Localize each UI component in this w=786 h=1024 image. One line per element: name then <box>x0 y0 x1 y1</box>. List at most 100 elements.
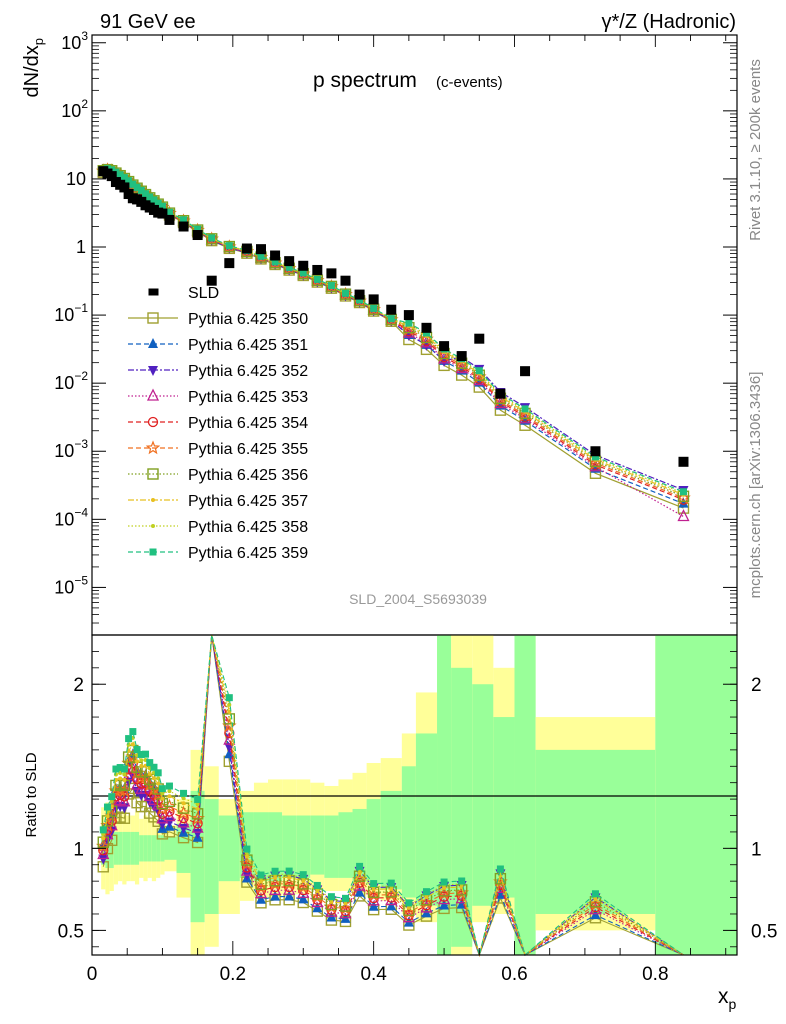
legend-label: Pythia 6.425 354 <box>188 415 308 432</box>
series-line <box>103 168 684 493</box>
ratio-band-green <box>415 733 438 906</box>
x-axis-label: xp <box>718 985 737 1012</box>
legend-label: Pythia 6.425 353 <box>188 389 308 406</box>
ratio-band-green <box>514 635 536 955</box>
ratio-series-point <box>224 748 235 759</box>
main-y-tick-label: 10−3 <box>54 437 88 461</box>
ratio-series-point <box>139 764 144 769</box>
x-tick-label: 0.6 <box>501 964 527 985</box>
chart-subtitle: (c-events) <box>436 74 503 91</box>
series-point <box>271 258 279 266</box>
ratio-y-tick-label-right: 0.5 <box>751 921 777 942</box>
ratio-series-point <box>109 799 114 804</box>
ratio-series-line <box>102 634 684 956</box>
sld-data-point <box>403 310 414 321</box>
ratio-series-point <box>284 890 295 901</box>
ratio-series-point <box>283 882 296 895</box>
series-point <box>405 319 413 327</box>
legend-marker <box>151 524 155 528</box>
ratio-band-green <box>151 835 157 862</box>
ratio-band-green <box>164 836 177 860</box>
ratio-band-green <box>156 835 161 862</box>
legend-marker <box>148 366 158 376</box>
legend-marker <box>149 548 157 556</box>
ratio-series-point <box>103 803 111 811</box>
sld-data-point <box>312 264 323 275</box>
ratio-series-point <box>387 879 395 887</box>
header-process-label: γ*/Z (Hadronic) <box>602 11 736 33</box>
ratio-series-point <box>438 891 450 902</box>
legend-label: Pythia 6.425 358 <box>188 519 308 536</box>
ratio-series-line <box>102 634 684 957</box>
main-y-tick-label: 10−1 <box>54 301 88 325</box>
legend-marker <box>151 498 155 502</box>
ratio-series-point <box>496 865 504 873</box>
ratio-series-point <box>165 782 173 790</box>
sld-data-point <box>456 351 467 362</box>
ratio-series-point <box>494 880 507 893</box>
series-line <box>103 169 684 501</box>
ratio-band-green <box>139 835 144 862</box>
series-point <box>313 275 321 283</box>
ratio-band-green <box>352 808 367 882</box>
ratio-series-point <box>130 742 135 747</box>
ratio-band-green <box>109 828 114 869</box>
ratio-series-point <box>150 763 158 771</box>
series-point <box>422 329 430 337</box>
ratio-y-tick-label-right: 2 <box>751 675 762 696</box>
sld-data-point <box>255 244 266 255</box>
x-tick-label: 0 <box>87 964 98 985</box>
ratio-series-point <box>120 765 128 773</box>
ratio-plot-frame <box>91 634 738 956</box>
ratio-series-point <box>301 878 306 883</box>
ratio-series-point <box>137 750 145 758</box>
series-point <box>339 288 352 300</box>
svg-text:dN/dxp: dN/dxp <box>21 38 46 97</box>
ratio-series-point <box>254 886 268 899</box>
ratio-series-point <box>341 894 349 902</box>
ratio-series-point <box>227 702 232 707</box>
ratio-series-point <box>298 884 309 896</box>
x-tick-label: 0.4 <box>360 964 387 985</box>
ratio-band-green <box>218 815 240 882</box>
series-point <box>677 509 690 522</box>
ratio-band-green <box>437 635 452 955</box>
ratio-series-point <box>440 878 448 886</box>
ratio-series-point <box>154 769 162 777</box>
series-point <box>125 177 133 185</box>
legend-marker <box>147 468 159 480</box>
sld-data-point <box>421 322 432 333</box>
sld-data-point <box>178 221 189 232</box>
ratio-series-point <box>298 893 309 904</box>
main-y-tick-label: 103 <box>61 29 88 53</box>
series-point <box>146 193 154 201</box>
sld-data-point <box>340 275 351 286</box>
ratio-series-point <box>225 694 233 702</box>
ratio-series-point <box>125 735 133 743</box>
ratio-series-layer <box>96 634 684 958</box>
series-point <box>142 190 150 198</box>
main-y-tick-label: 1 <box>76 237 86 257</box>
ratio-series-point <box>133 746 141 754</box>
sld-data-point <box>270 250 281 261</box>
ratio-series-point <box>129 728 137 736</box>
ratio-series-point <box>181 796 186 801</box>
series-point <box>311 274 324 286</box>
ratio-series-point <box>273 875 278 880</box>
main-data-layer <box>98 166 689 467</box>
x-tick-label: 0.2 <box>220 964 246 985</box>
ratio-series-point <box>241 870 252 881</box>
series-point <box>194 225 202 233</box>
ratio-band-green <box>366 799 381 885</box>
sld-data-point <box>386 304 397 315</box>
series-point <box>678 497 689 508</box>
sld-data-point <box>326 268 337 279</box>
ratio-series-point <box>167 794 172 799</box>
sld-data-point <box>474 333 485 344</box>
series-point <box>150 196 158 204</box>
ratio-series-point <box>313 881 321 889</box>
series-point <box>129 180 137 188</box>
rivet-version-label: Rivet 3.1.10, ≥ 200k events <box>747 59 764 241</box>
ratio-series-point <box>181 801 186 806</box>
